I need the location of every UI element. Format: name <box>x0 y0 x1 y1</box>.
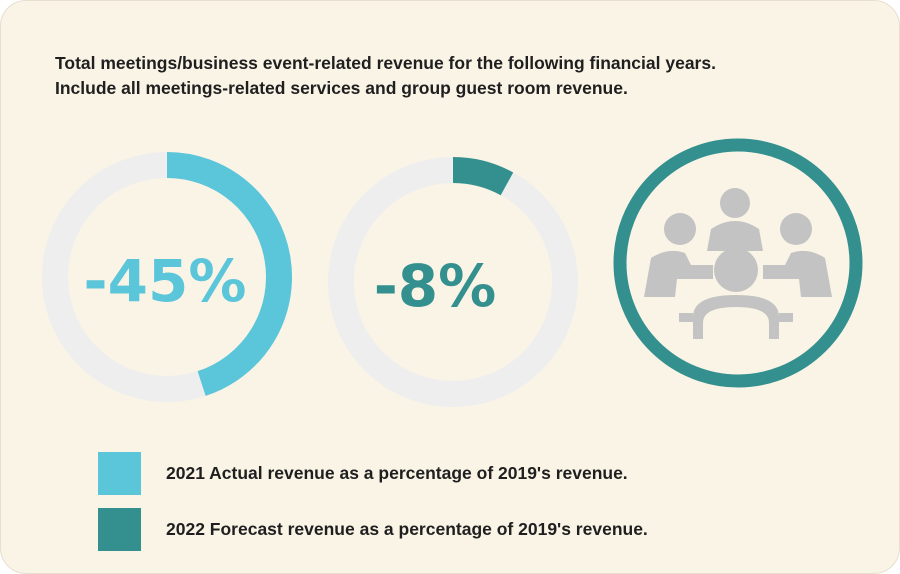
donut-charts: -45% -8% <box>42 138 863 407</box>
donut-2021-arc <box>166 152 292 396</box>
meeting-people-icon <box>613 138 863 388</box>
icon-ring <box>613 138 863 388</box>
legend-swatch-2021 <box>98 452 141 495</box>
donut-2022: -8% <box>328 157 578 407</box>
legend-label-2022: 2022 Forecast revenue as a percentage of… <box>166 519 648 539</box>
legend-label-2021: 2021 Actual revenue as a percentage of 2… <box>166 463 628 483</box>
donut-2022-arc <box>452 157 514 196</box>
chart-title: Total meetings/business event-related re… <box>55 51 835 101</box>
people-group <box>644 188 832 339</box>
title-line-1: Total meetings/business event-related re… <box>55 53 716 73</box>
title-line-2: Include all meetings-related services an… <box>55 78 628 98</box>
legend-swatch-2022 <box>98 508 141 551</box>
donut-2022-label: -8% <box>374 252 497 320</box>
donut-2021-label: -45% <box>84 247 247 315</box>
donut-2021: -45% <box>42 152 292 402</box>
